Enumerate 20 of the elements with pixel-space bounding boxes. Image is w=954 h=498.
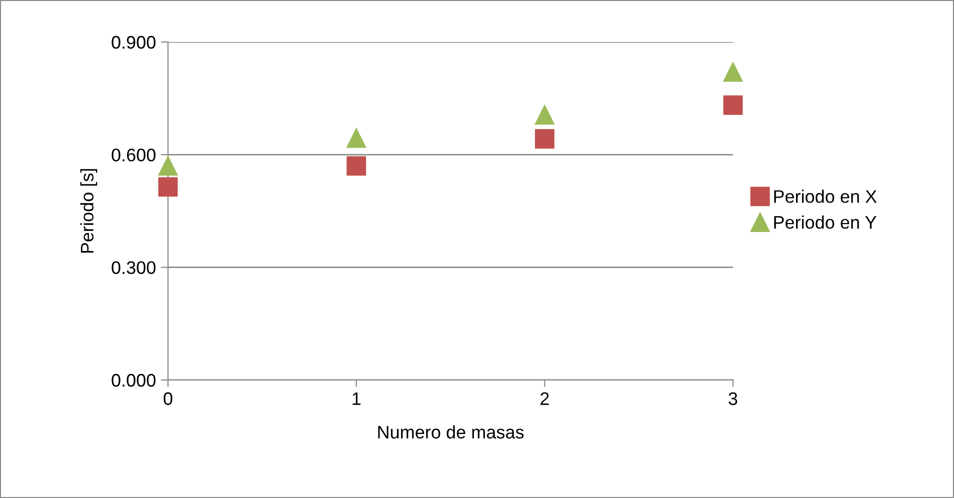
x-tick-label: 1 (352, 392, 360, 405)
y-axis-title: Periodo [s] (80, 169, 98, 253)
point (158, 177, 178, 197)
point (534, 129, 554, 149)
y-tick-label: 0.000 (112, 374, 156, 387)
point (534, 105, 554, 125)
y-tick-label: 0.900 (112, 36, 156, 49)
point (723, 95, 743, 115)
point (723, 62, 743, 82)
y-tick-label: 0.300 (112, 261, 156, 274)
y-tick-label: 0.600 (112, 148, 156, 162)
legend-label: Periodo en X (774, 190, 877, 203)
x-axis-title: Numero de masas (378, 425, 524, 439)
point (158, 156, 178, 176)
x-tick-label: 3 (728, 392, 738, 406)
point (346, 128, 366, 148)
point (346, 156, 366, 176)
x-tick-label: 0 (164, 392, 172, 406)
legend-label: Periodo en Y (774, 216, 876, 229)
x-tick-label: 2 (540, 392, 549, 405)
